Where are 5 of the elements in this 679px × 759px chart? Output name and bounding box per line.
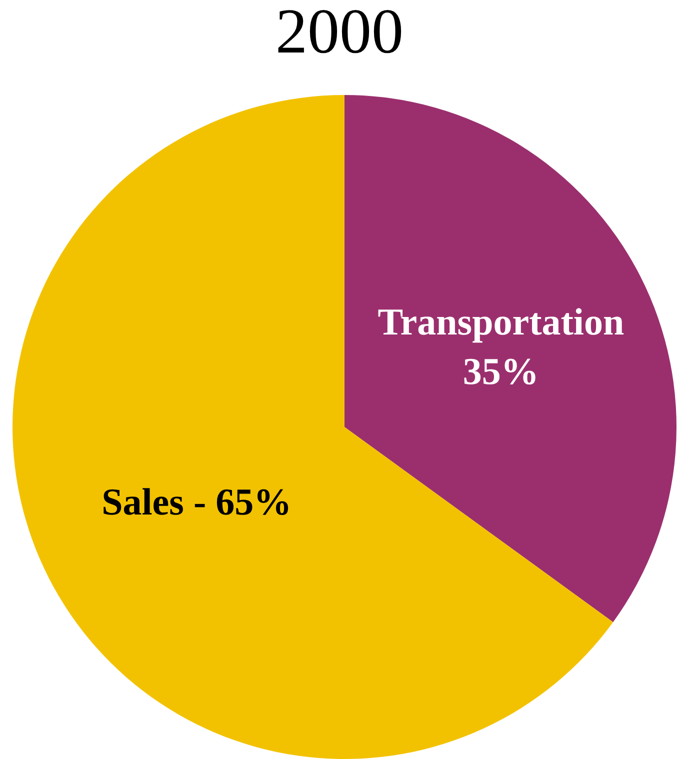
slice-label: Sales - 65% <box>102 481 292 524</box>
chart-title: 2000 <box>276 0 404 66</box>
slice-label: Transportation <box>378 302 624 344</box>
data-label: 35% <box>462 350 539 393</box>
pie-slice <box>344 95 676 622</box>
